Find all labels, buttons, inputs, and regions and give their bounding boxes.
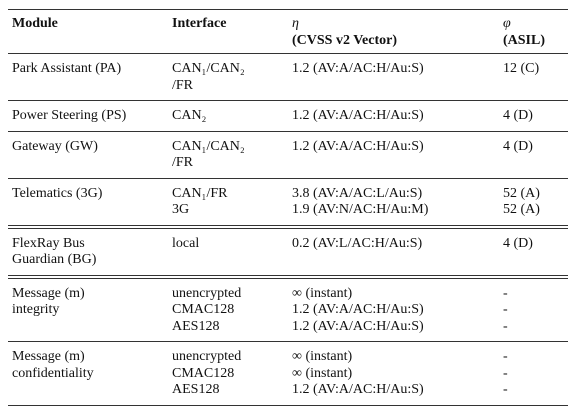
table-cell: CAN₁/FR 3G [168, 178, 288, 229]
cell-line: Park Assistant (PA) [12, 61, 122, 76]
table-cell: CAN₂ [168, 100, 288, 132]
cell-line: /FR [172, 155, 194, 170]
table-cell: unencrypted CMAC128 AES128 [168, 341, 288, 406]
cell-line: - [503, 349, 508, 364]
cell-line: 0.2 (AV:L/AC:H/Au:S) [292, 235, 423, 251]
table-row: Message (m) confidentiality unencrypted CMA… [8, 341, 568, 406]
table-cell: Park Assistant (PA) [8, 53, 168, 101]
cell-line: Message (m) [12, 285, 85, 301]
cell-line: Module [12, 16, 58, 31]
cell-line: 4 (D) [503, 108, 533, 123]
table-body: Park Assistant (PA) CAN₁/CAN₂/FR 1.2 (AV:A… [8, 53, 568, 406]
cell-line: ∞ (instant) [292, 285, 353, 301]
table-cell: local [168, 226, 288, 279]
cell-line: (CVSS v2 Vector) [292, 32, 397, 48]
table-cell: Telematics (3G) [8, 178, 168, 229]
cell-line: CAN₁/CAN₂ [172, 138, 245, 154]
cell-line: 4 (D) [503, 138, 533, 154]
cell-line: - [503, 365, 508, 381]
table-row: FlexRay Bus Guardian (BG) local 0.2 (AV:L/A… [8, 226, 568, 279]
cell-line: Guardian (BG) [12, 252, 97, 267]
cell-line: /FR [172, 77, 194, 93]
cell-line: CMAC128 [172, 365, 235, 381]
cell-line: - [503, 285, 508, 301]
table-cell: 3.8 (AV:A/AC:L/Au:S) 1.9 (AV:N/AC:H/Au:M) [288, 178, 499, 229]
table-cell: ∞ (instant) ∞ (instant) 1.2 (AV:A/AC:H/Au:… [288, 341, 499, 406]
cell-line: (ASIL) [503, 32, 546, 48]
cell-line: 1.2 (AV:A/AC:H/Au:S) [292, 108, 424, 123]
table-cell: φ (ASIL) [499, 9, 568, 54]
cell-line: AES128 [172, 318, 220, 334]
cell-line: Telematics (3G) [12, 185, 103, 201]
results-table: Module Interface η (CVSS v2 Vector) φ (ASIL) … [8, 9, 568, 406]
table-cell: CAN₁/CAN₂/FR [168, 131, 288, 179]
table-cell: 12 (C) [499, 53, 568, 101]
table-cell: ∞ (instant) 1.2 (AV:A/AC:H/Au:S) 1.2 (AV:A… [288, 276, 499, 342]
table-cell: --- [499, 341, 568, 406]
cell-line: AES128 [172, 382, 220, 397]
cell-line: unencrypted [172, 349, 242, 364]
cell-line: Gateway (GW) [12, 138, 98, 154]
cell-line: η [292, 16, 299, 31]
table-cell: η (CVSS v2 Vector) [288, 9, 499, 54]
cell-line: 4 (D) [503, 235, 533, 251]
cell-line: Message (m) [12, 349, 85, 364]
table-header: Module Interface η (CVSS v2 Vector) φ (ASIL) [8, 9, 568, 54]
table-cell: Gateway (GW) [8, 131, 168, 179]
table-cell: unencrypted CMAC128 AES128 [168, 276, 288, 342]
table-cell: Message (m) confidentiality [8, 341, 168, 406]
cell-line: local [172, 235, 200, 251]
cell-line: 1.2 (AV:A/AC:H/Au:S) [292, 318, 424, 334]
cell-line: 12 (C) [503, 61, 540, 76]
table-cell: 1.2 (AV:A/AC:H/Au:S) [288, 53, 499, 101]
cell-line: FlexRay Bus [12, 235, 85, 251]
table-row: Park Assistant (PA) CAN₁/CAN₂/FR 1.2 (AV:A… [8, 53, 568, 101]
table-cell: Module [8, 9, 168, 54]
table-cell: 4 (D) [499, 131, 568, 179]
cell-line: 1.2 (AV:A/AC:H/Au:S) [292, 61, 424, 76]
cell-line: CAN₂ [172, 108, 207, 123]
cell-line: 52 (A) [503, 202, 540, 217]
table-row: Power Steering (PS) CAN₂ 1.2 (AV:A/AC:H/Au… [8, 100, 568, 132]
cell-line: CAN₁/CAN₂ [172, 61, 245, 76]
table-cell: --- [499, 276, 568, 342]
table-cell: Power Steering (PS) [8, 100, 168, 132]
table-cell: 4 (D) [499, 226, 568, 279]
cell-line: 1.2 (AV:A/AC:H/Au:S) [292, 382, 424, 397]
table-row: Telematics (3G) CAN₁/FR 3G 3.8 (AV:A/AC:L/A… [8, 178, 568, 229]
cell-line: 3G [172, 202, 190, 217]
cell-line: CMAC128 [172, 302, 235, 317]
table-cell: 0.2 (AV:L/AC:H/Au:S) [288, 226, 499, 279]
table-cell: FlexRay Bus Guardian (BG) [8, 226, 168, 279]
cell-line: - [503, 318, 508, 334]
table-cell: Message (m) integrity [8, 276, 168, 342]
cell-line: ∞ (instant) [292, 349, 353, 364]
cell-line: 1.2 (AV:A/AC:H/Au:S) [292, 302, 424, 317]
cell-line: - [503, 382, 508, 397]
cell-line: φ [503, 16, 511, 31]
cell-line: CAN₁/FR [172, 185, 228, 201]
table-row: Gateway (GW) CAN₁/CAN₂/FR 1.2 (AV:A/AC:H/A… [8, 131, 568, 179]
table-row: Message (m) integrity unencrypted CMAC128 AE… [8, 276, 568, 342]
cell-line: Interface [172, 16, 227, 31]
table-cell: 1.2 (AV:A/AC:H/Au:S) [288, 131, 499, 179]
cell-line: 3.8 (AV:A/AC:L/Au:S) [292, 185, 423, 201]
cell-line: 52 (A) [503, 185, 540, 201]
table-cell: 1.2 (AV:A/AC:H/Au:S) [288, 100, 499, 132]
cell-line: confidentiality [12, 365, 94, 381]
header-row: Module Interface η (CVSS v2 Vector) φ (ASIL) [8, 9, 568, 54]
table-cell: Interface [168, 9, 288, 54]
cell-line: ∞ (instant) [292, 365, 353, 381]
cell-line: 1.2 (AV:A/AC:H/Au:S) [292, 138, 424, 154]
cell-line: unencrypted [172, 285, 242, 301]
table-cell: 4 (D) [499, 100, 568, 132]
table-cell: CAN₁/CAN₂/FR [168, 53, 288, 101]
cell-line: integrity [12, 302, 60, 317]
cell-line: - [503, 302, 508, 317]
cell-line: Power Steering (PS) [12, 108, 127, 123]
table-cell: 52 (A) 52 (A) [499, 178, 568, 229]
cell-line: 1.9 (AV:N/AC:H/Au:M) [292, 202, 429, 217]
